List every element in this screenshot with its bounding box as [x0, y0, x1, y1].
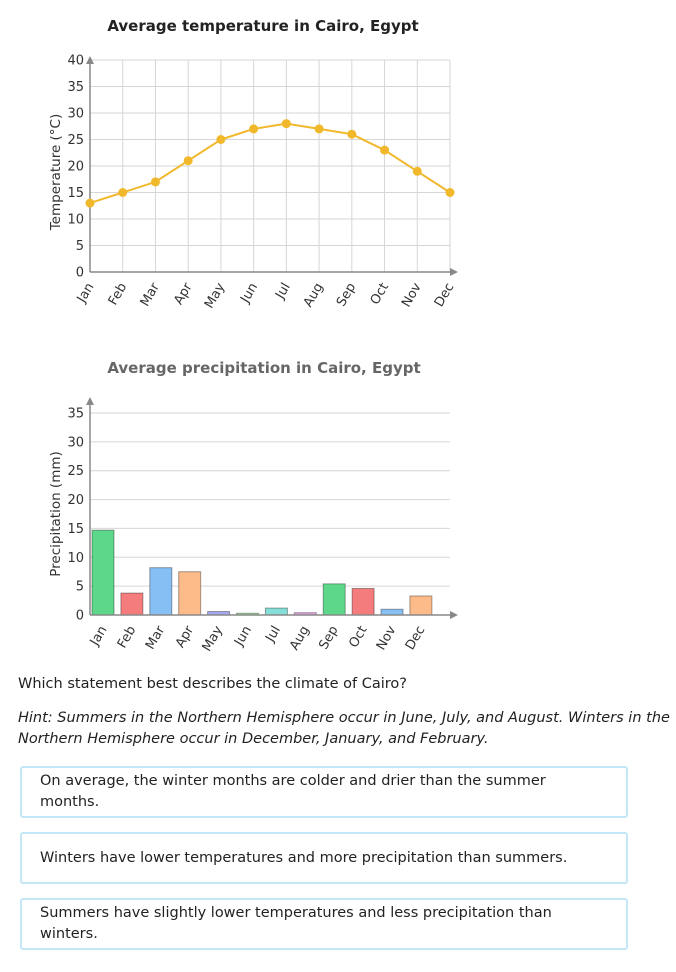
precipitation-chart: Average precipitation in Cairo, Egypt 0 5 1… — [48, 359, 458, 654]
answer-choice-label: Summers have slightly lower temperatures… — [40, 905, 552, 942]
temperature-data-point — [118, 188, 128, 197]
temperature-data-point — [150, 177, 160, 187]
x-tick-label: May — [202, 280, 229, 311]
x-tick-label: Nov — [374, 623, 400, 653]
precipitation-bar — [91, 529, 115, 616]
y-tick-label: 15 — [67, 186, 84, 201]
hint-text: Hint: Summers in the Northern Hemisphere… — [18, 708, 676, 750]
x-tick-label: Sep — [334, 281, 359, 310]
temperature-data-point — [347, 129, 357, 139]
chart-title: Average precipitation in Cairo, Egypt — [107, 359, 420, 377]
y-tick-label: 10 — [67, 551, 84, 566]
x-tick-label: May — [200, 623, 227, 654]
precipitation-bar — [322, 583, 346, 616]
hint-line: Northern Hemisphere occur in December, J… — [18, 731, 489, 747]
answer-choice-label: Winters have lower temperatures and more… — [40, 849, 568, 866]
y-tick-label: 35 — [67, 80, 84, 95]
temperature-data-point — [85, 198, 95, 208]
y-tick-label: 5 — [76, 239, 84, 254]
y-tick-label: 30 — [67, 107, 84, 122]
x-tick-label: Aug — [287, 624, 313, 653]
y-axis-label: Temperature (°C) — [48, 114, 64, 232]
temperature-data-point — [314, 124, 324, 134]
y-tick-label: 20 — [67, 493, 84, 508]
temperature-data-point — [216, 135, 226, 144]
temperature-data-point — [183, 156, 193, 166]
x-tick-label: Apr — [173, 623, 198, 651]
x-tick-label: Feb — [106, 281, 131, 308]
chart-title: Average temperature in Cairo, Egypt — [107, 17, 418, 35]
x-axis-arrow — [450, 611, 458, 619]
precipitation-bar — [409, 595, 433, 616]
x-tick-label: Jan — [74, 281, 98, 307]
question-text: Which statement best describes the clima… — [18, 676, 407, 692]
x-tick-label: Dec — [403, 624, 429, 653]
y-axis-arrow — [86, 56, 94, 64]
temperature-data-point — [445, 188, 455, 197]
y-tick-label: 0 — [76, 266, 84, 281]
answer-choice[interactable]: Summers have slightly lower temperatures… — [20, 898, 628, 950]
x-tick-label: Oct — [368, 281, 392, 308]
precipitation-bar — [178, 571, 202, 616]
x-tick-label: Oct — [346, 624, 370, 651]
y-tick-label: 0 — [76, 609, 84, 624]
y-tick-label: 15 — [67, 522, 84, 537]
answer-choice-label: On average, the winter months are colder… — [40, 773, 546, 810]
answer-choice[interactable]: On average, the winter months are colder… — [20, 766, 628, 818]
precipitation-bar — [120, 592, 144, 616]
y-tick-label: 10 — [67, 213, 84, 228]
y-tick-label: 40 — [67, 54, 84, 69]
y-tick-label: 25 — [67, 464, 84, 479]
x-tick-label: Dec — [432, 281, 458, 310]
x-tick-label: Apr — [171, 280, 196, 308]
x-tick-label: Jul — [263, 624, 284, 646]
precipitation-bar — [351, 587, 375, 616]
answer-choice[interactable]: Winters have lower temperatures and more… — [20, 832, 628, 884]
temperature-data-point — [281, 119, 291, 129]
x-tick-label: Jan — [87, 624, 111, 650]
hint-line: Hint: Summers in the Northern Hemisphere… — [18, 710, 670, 726]
x-tick-label: Nov — [399, 280, 425, 310]
x-tick-label: Feb — [115, 624, 140, 651]
y-axis-arrow — [86, 397, 94, 405]
x-tick-label: Jun — [237, 281, 261, 307]
x-tick-label: Mar — [143, 623, 169, 652]
x-tick-label: Sep — [316, 624, 341, 653]
precipitation-bar — [149, 567, 173, 616]
y-tick-label: 30 — [67, 435, 84, 450]
y-tick-label: 5 — [76, 580, 84, 595]
x-tick-label: Mar — [138, 280, 164, 309]
y-tick-label: 25 — [67, 133, 84, 148]
temperature-data-point — [412, 166, 422, 176]
x-tick-label: Jun — [231, 624, 255, 650]
temperature-chart: Average temperature in Cairo, Egypt 0 5 10 1… — [48, 17, 458, 311]
temperature-series-line — [89, 122, 451, 205]
x-tick-label: Aug — [301, 281, 327, 310]
x-tick-label: Jul — [272, 281, 293, 303]
temperature-data-point — [249, 124, 259, 134]
temperature-data-point — [380, 145, 390, 155]
precipitation-bar — [380, 608, 404, 616]
x-axis-arrow — [450, 268, 458, 276]
precipitation-bar — [264, 607, 288, 616]
y-axis-label: Precipitation (mm) — [48, 451, 64, 577]
y-tick-label: 20 — [67, 160, 84, 175]
y-tick-label: 35 — [67, 407, 84, 422]
